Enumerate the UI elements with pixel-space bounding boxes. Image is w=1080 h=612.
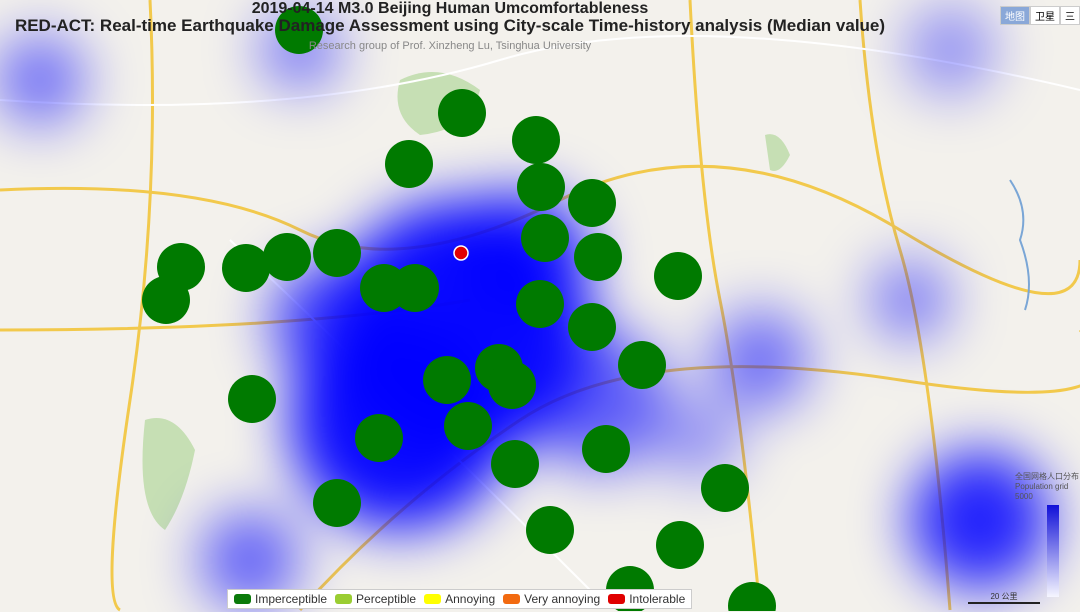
- station-marker-imperceptible[interactable]: [444, 402, 492, 450]
- marker-layer: [142, 6, 776, 611]
- epicenter-marker[interactable]: [453, 245, 469, 261]
- station-marker-imperceptible[interactable]: [526, 506, 574, 554]
- station-marker-imperceptible[interactable]: [228, 375, 276, 423]
- station-marker-imperceptible[interactable]: [521, 214, 569, 262]
- legend-item-annoying[interactable]: Annoying: [424, 592, 495, 606]
- population-legend-title-en: Population grid: [1015, 482, 1069, 491]
- population-legend-max: 5000: [1015, 492, 1033, 501]
- station-marker-imperceptible[interactable]: [488, 361, 536, 409]
- map-type-satellite[interactable]: 卫星: [1030, 6, 1060, 25]
- station-marker-imperceptible[interactable]: [568, 303, 616, 351]
- legend-swatch: [335, 594, 353, 604]
- map-type-map[interactable]: 地图: [1000, 6, 1030, 25]
- legend-label: Intolerable: [629, 592, 686, 606]
- station-marker-imperceptible[interactable]: [438, 89, 486, 137]
- station-marker-imperceptible[interactable]: [142, 276, 190, 324]
- heat-blob: [870, 260, 950, 340]
- station-marker-imperceptible[interactable]: [582, 425, 630, 473]
- map-type-3d[interactable]: 三: [1060, 6, 1080, 25]
- legend-swatch: [424, 594, 442, 604]
- station-marker-imperceptible[interactable]: [313, 229, 361, 277]
- station-marker-imperceptible[interactable]: [275, 6, 323, 54]
- heat-blob: [0, 35, 85, 125]
- population-legend: 全国网格人口分布 Population grid 5000: [1015, 472, 1079, 502]
- title-line-1: 2019-04-14 M3.0 Beijing Human Umcomforta…: [251, 0, 649, 17]
- heat-blob: [910, 450, 1050, 590]
- station-marker-imperceptible[interactable]: [391, 264, 439, 312]
- heat-blob: [270, 260, 390, 380]
- legend-item-imperceptible[interactable]: Imperceptible: [234, 592, 327, 606]
- station-marker-imperceptible[interactable]: [222, 244, 270, 292]
- station-marker-imperceptible[interactable]: [516, 280, 564, 328]
- heat-blob: [660, 400, 740, 480]
- station-marker-imperceptible[interactable]: [701, 464, 749, 512]
- title-line-2: RED-ACT: Real-time Earthquake Damage Ass…: [14, 16, 886, 35]
- legend-swatch: [503, 594, 521, 604]
- station-marker-imperceptible[interactable]: [654, 252, 702, 300]
- station-marker-imperceptible[interactable]: [618, 341, 666, 389]
- legend: Imperceptible Perceptible Annoying Very …: [227, 589, 693, 609]
- station-marker-imperceptible[interactable]: [491, 440, 539, 488]
- population-legend-title-cn: 全国网格人口分布: [1015, 472, 1079, 481]
- legend-item-intolerable[interactable]: Intolerable: [608, 592, 685, 606]
- station-marker-imperceptible[interactable]: [355, 414, 403, 462]
- station-marker-imperceptible[interactable]: [728, 582, 776, 611]
- legend-swatch: [608, 594, 626, 604]
- station-marker-imperceptible[interactable]: [313, 479, 361, 527]
- scale-bar: 20 公里: [968, 592, 1040, 604]
- station-marker-imperceptible[interactable]: [568, 179, 616, 227]
- population-color-bar: [1047, 505, 1059, 597]
- station-marker-imperceptible[interactable]: [512, 116, 560, 164]
- heat-blob: [200, 510, 300, 610]
- legend-label: Annoying: [445, 592, 496, 606]
- legend-item-very-annoying[interactable]: Very annoying: [503, 592, 600, 606]
- station-marker-imperceptible[interactable]: [574, 233, 622, 281]
- legend-swatch: [234, 594, 251, 604]
- station-marker-imperceptible[interactable]: [517, 163, 565, 211]
- legend-label: Imperceptible: [255, 592, 328, 606]
- map-type-switcher: 地图 卫星 三: [1000, 6, 1080, 25]
- credit-line: Research group of Prof. Xinzheng Lu, Tsi…: [308, 40, 592, 52]
- station-marker-imperceptible[interactable]: [423, 356, 471, 404]
- legend-label: Very annoying: [524, 592, 601, 606]
- station-marker-imperceptible[interactable]: [385, 140, 433, 188]
- station-marker-imperceptible[interactable]: [656, 521, 704, 569]
- station-marker-imperceptible[interactable]: [263, 233, 311, 281]
- legend-item-perceptible[interactable]: Perceptible: [335, 592, 416, 606]
- heat-blob: [710, 310, 810, 410]
- legend-label: Perceptible: [356, 592, 417, 606]
- heat-blob: [905, 5, 995, 95]
